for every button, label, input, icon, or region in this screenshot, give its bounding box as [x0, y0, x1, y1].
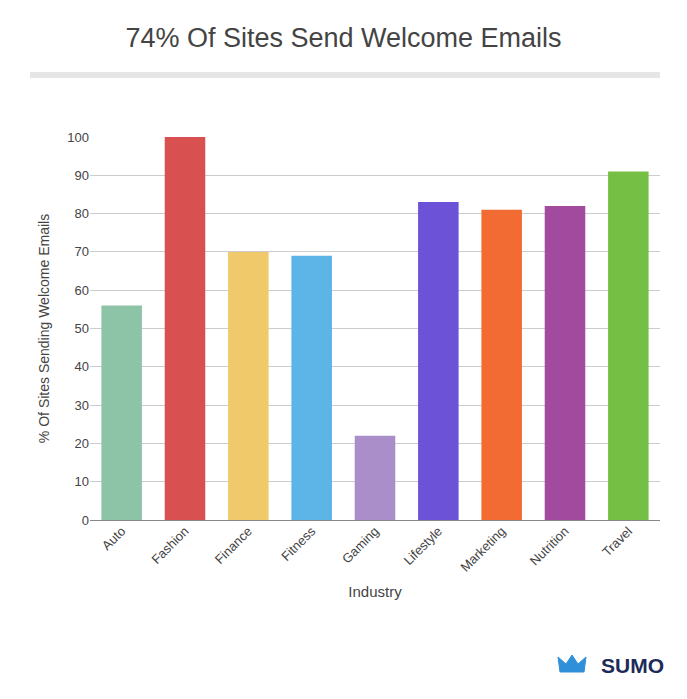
- svg-text:90: 90: [75, 168, 89, 183]
- svg-text:20: 20: [75, 436, 89, 451]
- svg-text:70: 70: [75, 244, 89, 259]
- svg-text:50: 50: [75, 321, 89, 336]
- svg-text:Fitness: Fitness: [278, 523, 319, 564]
- svg-text:% Of Sites Sending Welcome Ema: % Of Sites Sending Welcome Emails: [36, 214, 52, 443]
- svg-text:60: 60: [75, 283, 89, 298]
- svg-text:SUMO: SUMO: [601, 654, 664, 677]
- svg-text:Industry: Industry: [348, 583, 402, 600]
- svg-text:10: 10: [75, 474, 89, 489]
- svg-text:Auto: Auto: [99, 524, 129, 554]
- svg-text:40: 40: [75, 359, 89, 374]
- svg-text:0: 0: [82, 513, 89, 528]
- svg-text:Fashion: Fashion: [148, 524, 191, 567]
- svg-text:Lifestyle: Lifestyle: [401, 524, 445, 568]
- svg-text:100: 100: [67, 130, 89, 145]
- svg-text:Finance: Finance: [212, 524, 255, 567]
- svg-text:30: 30: [75, 398, 89, 413]
- svg-text:80: 80: [75, 206, 89, 221]
- svg-text:Nutrition: Nutrition: [527, 524, 572, 569]
- svg-text:Marketing: Marketing: [457, 524, 508, 575]
- svg-text:Gaming: Gaming: [339, 524, 382, 567]
- svg-text:Travel: Travel: [599, 524, 635, 560]
- svg-text:74% Of Sites Send Welcome Emai: 74% Of Sites Send Welcome Emails: [125, 23, 561, 53]
